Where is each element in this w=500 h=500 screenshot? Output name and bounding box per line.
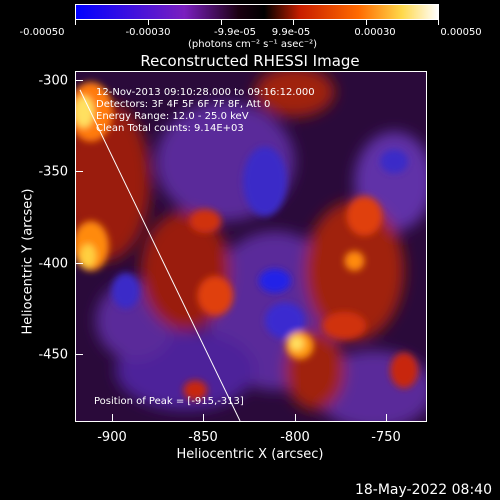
y-axis-label: Heliocentric Y (arcsec): [20, 188, 36, 335]
x-tickmark: [295, 414, 296, 422]
colorbar-tick-label: -9.9e-05: [214, 27, 256, 38]
y-tickmark: [75, 354, 83, 355]
energy-range-label: Energy Range: 12.0 - 25.0 keV: [96, 111, 249, 122]
colorbar: [75, 4, 439, 20]
x-tickmark: [386, 414, 387, 422]
peak-position-label: Position of Peak = [-915,-313]: [94, 396, 244, 407]
y-tickmark: [75, 263, 83, 264]
x-tick-label: -750: [371, 430, 401, 445]
cb-tickmark: [221, 20, 222, 25]
x-tick-label: -800: [280, 430, 310, 445]
colorbar-tick-label: -0.00030: [125, 27, 171, 38]
colorbar-tick-label: 9.9e-05: [271, 27, 311, 38]
colorbar-tick-label: 0.00030: [354, 27, 396, 38]
rhessi-heatmap: [76, 72, 426, 421]
y-tick-label: -400: [38, 256, 68, 272]
y-tick-label: -300: [38, 73, 68, 89]
clean-counts-label: Clean Total counts: 9.14E+03: [96, 123, 244, 134]
y-tick-label: -350: [38, 164, 68, 180]
colorbar-tick-label: 0.00050: [440, 27, 482, 38]
time-range-label: 12-Nov-2013 09:10:28.000 to 09:16:12.000: [96, 87, 315, 98]
timestamp: 18-May-2022 08:40: [354, 482, 492, 498]
cb-tickmark: [366, 20, 367, 25]
colorbar-tick-label: -0.00050: [19, 27, 65, 38]
detectors-label: Detectors: 3F 4F 5F 6F 7F 8F, Att 0: [96, 99, 271, 110]
plot-title: Reconstructed RHESSI Image: [140, 52, 360, 70]
y-tickmark: [75, 80, 83, 81]
x-tick-label: -850: [188, 430, 218, 445]
y-tickmark: [75, 171, 83, 172]
x-axis-label: Heliocentric X (arcsec): [176, 447, 324, 462]
x-tickmark: [203, 414, 204, 422]
cb-tickmark: [293, 20, 294, 25]
x-tickmark: [112, 414, 113, 422]
cb-tickmark: [438, 20, 439, 25]
y-tick-label: -450: [38, 347, 68, 363]
image-plot: 12-Nov-2013 09:10:28.000 to 09:16:12.000…: [75, 71, 427, 422]
cb-tickmark: [75, 20, 76, 25]
colorbar-units: (photons cm⁻² s⁻¹ asec⁻²): [188, 39, 318, 50]
cb-tickmark: [148, 20, 149, 25]
x-tick-label: -900: [97, 430, 127, 445]
